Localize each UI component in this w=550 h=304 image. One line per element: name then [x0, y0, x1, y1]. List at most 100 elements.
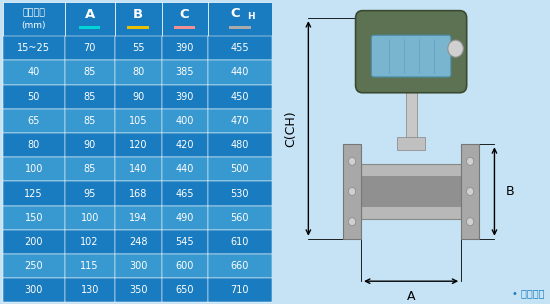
Bar [114, 230, 162, 254]
Text: 440: 440 [230, 67, 249, 78]
Bar [65, 254, 114, 278]
Text: C(CH): C(CH) [284, 110, 297, 147]
Bar [361, 164, 461, 219]
Bar [65, 133, 114, 157]
Bar [207, 278, 272, 302]
Bar [174, 26, 195, 29]
Bar [3, 2, 65, 36]
Bar [65, 85, 114, 109]
Text: 194: 194 [129, 213, 147, 223]
Bar [114, 60, 162, 85]
Text: 350: 350 [129, 285, 147, 295]
Text: 545: 545 [175, 237, 194, 247]
Text: 710: 710 [230, 285, 249, 295]
Text: 15~25: 15~25 [17, 43, 50, 53]
Text: 115: 115 [80, 261, 99, 271]
Text: 125: 125 [24, 188, 43, 199]
Bar [3, 206, 65, 230]
Bar [461, 144, 479, 239]
Text: • 常规仪表: • 常规仪表 [512, 288, 544, 298]
Text: 85: 85 [84, 164, 96, 174]
Text: 500: 500 [230, 164, 249, 174]
Bar [207, 36, 272, 60]
Text: 465: 465 [175, 188, 194, 199]
Bar [162, 157, 207, 181]
Circle shape [466, 188, 474, 195]
Bar [162, 206, 207, 230]
Text: 390: 390 [175, 43, 194, 53]
FancyBboxPatch shape [355, 11, 466, 93]
Bar [207, 254, 272, 278]
Bar [207, 60, 272, 85]
Bar [405, 85, 417, 137]
Text: 55: 55 [132, 43, 145, 53]
Text: 385: 385 [175, 67, 194, 78]
Text: C: C [180, 8, 189, 21]
Text: 70: 70 [84, 43, 96, 53]
Bar [162, 2, 207, 36]
Text: 120: 120 [129, 140, 147, 150]
Bar [114, 36, 162, 60]
Text: 450: 450 [230, 92, 249, 102]
Bar [114, 109, 162, 133]
Bar [3, 181, 65, 206]
Bar [3, 109, 65, 133]
Text: 85: 85 [84, 67, 96, 78]
Bar [207, 157, 272, 181]
Bar [162, 181, 207, 206]
Bar [3, 133, 65, 157]
Text: 80: 80 [28, 140, 40, 150]
Bar [114, 206, 162, 230]
Text: 95: 95 [84, 188, 96, 199]
Bar [207, 133, 272, 157]
Bar [162, 133, 207, 157]
Circle shape [349, 188, 356, 195]
Bar [114, 278, 162, 302]
Bar [65, 36, 114, 60]
Bar [397, 137, 425, 150]
Bar [114, 85, 162, 109]
Bar [114, 2, 162, 36]
Text: 300: 300 [129, 261, 147, 271]
Text: 85: 85 [84, 92, 96, 102]
Bar [114, 181, 162, 206]
Bar [114, 254, 162, 278]
Bar [207, 206, 272, 230]
Text: 610: 610 [230, 237, 249, 247]
Bar [65, 230, 114, 254]
FancyBboxPatch shape [371, 35, 451, 77]
Text: 420: 420 [175, 140, 194, 150]
Bar [3, 60, 65, 85]
Bar [207, 109, 272, 133]
Circle shape [466, 157, 474, 165]
Text: 600: 600 [175, 261, 194, 271]
Bar [162, 60, 207, 85]
Text: A: A [85, 8, 95, 21]
Text: 660: 660 [230, 261, 249, 271]
Text: 470: 470 [230, 116, 249, 126]
Bar [229, 26, 251, 29]
Bar [162, 109, 207, 133]
Text: 150: 150 [25, 213, 43, 223]
Text: 480: 480 [230, 140, 249, 150]
Bar [3, 85, 65, 109]
Bar [343, 144, 361, 239]
Circle shape [349, 218, 356, 226]
Text: 102: 102 [80, 237, 99, 247]
Text: 455: 455 [230, 43, 249, 53]
Text: 400: 400 [175, 116, 194, 126]
Bar [162, 36, 207, 60]
Text: 200: 200 [25, 237, 43, 247]
Text: 650: 650 [175, 285, 194, 295]
Bar [361, 176, 461, 207]
Bar [79, 26, 101, 29]
Text: 80: 80 [132, 67, 144, 78]
Bar [207, 230, 272, 254]
Circle shape [349, 157, 356, 165]
Bar [207, 2, 272, 36]
Bar [3, 278, 65, 302]
Bar [65, 278, 114, 302]
Text: 65: 65 [28, 116, 40, 126]
Text: 130: 130 [80, 285, 99, 295]
Text: 490: 490 [175, 213, 194, 223]
